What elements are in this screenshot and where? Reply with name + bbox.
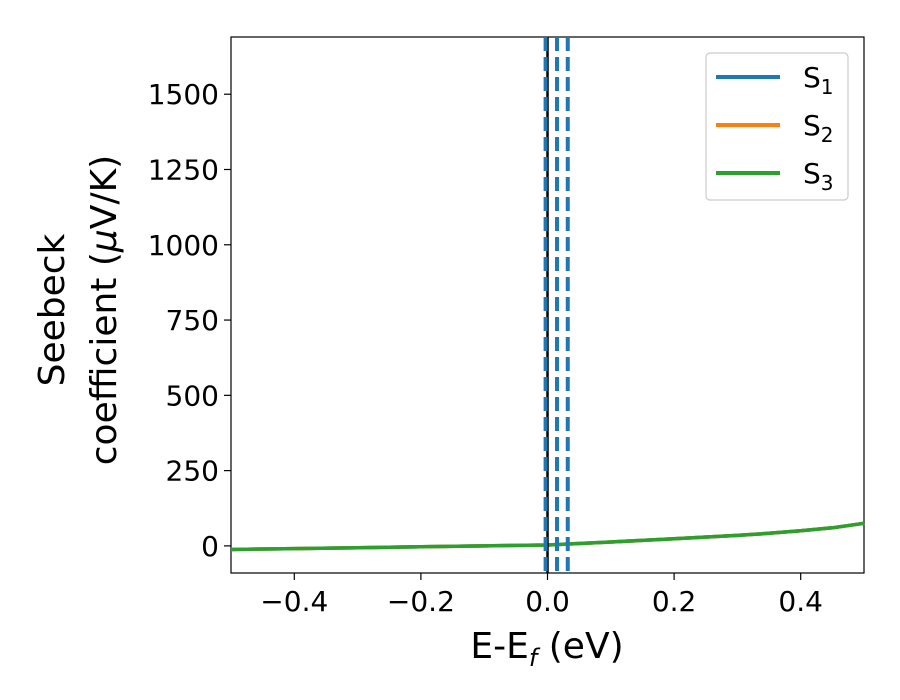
legend-label-s3: S3 — [803, 157, 834, 195]
y-axis-label-unit: V/K) — [84, 155, 125, 229]
ticks-layer: −0.4 −0.2 0.0 0.2 0.4 0 250 500 750 1000 1250 1500 — [148, 78, 823, 618]
legend-label-sub: 1 — [821, 75, 834, 99]
x-tick-label: 0.2 — [652, 585, 697, 618]
y-axis-label-text: coefficient ( — [84, 252, 125, 465]
x-tick-label: 0.0 — [525, 585, 570, 618]
legend-label-name: S — [803, 109, 821, 142]
legend-label-name: S — [803, 157, 821, 190]
legend-label-s1: S1 — [803, 61, 834, 99]
y-tick-label: 500 — [166, 379, 219, 412]
legend-label-name: S — [803, 61, 821, 94]
x-tick-label: −0.2 — [387, 585, 455, 618]
y-axis-label-line2: coefficient (μV/K) — [84, 155, 125, 465]
y-axis-label-line1: Seebeck — [32, 233, 73, 386]
x-tick-label: 0.4 — [778, 585, 823, 618]
x-axis-label-unit: (eV) — [537, 626, 623, 667]
legend-label-sub: 3 — [821, 171, 834, 195]
y-tick-label: 1250 — [148, 153, 219, 186]
legend-label-s2: S2 — [803, 109, 834, 147]
series-layer — [230, 521, 865, 552]
x-tick-label: −0.4 — [260, 585, 328, 618]
y-tick-label: 750 — [166, 304, 219, 337]
y-tick-label: 1500 — [148, 78, 219, 111]
x-axis-label: E-Ef (eV) — [470, 626, 623, 672]
legend-label-sub: 2 — [821, 123, 834, 147]
x-axis-label-main: E-E — [470, 626, 528, 667]
y-tick-label: 1000 — [148, 229, 219, 262]
y-tick-label: 0 — [201, 530, 219, 563]
y-tick-label: 250 — [166, 455, 219, 488]
y-axis-label: Seebeck coefficient (μV/K) — [32, 155, 125, 465]
y-axis-label-mu: μ — [84, 229, 125, 253]
series-line-s3 — [230, 521, 865, 552]
vertical-lines-layer — [543, 37, 570, 573]
